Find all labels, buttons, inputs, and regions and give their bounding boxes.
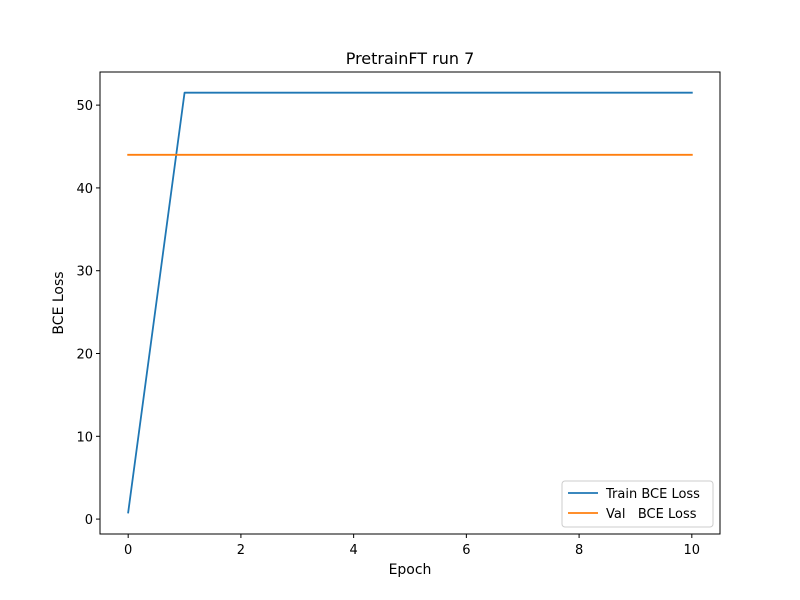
plot-area: 0 2 4 6 8 10 0 10 20 30 40 50 Train BCE Loss Val BCE … — [76, 71, 721, 558]
legend-label-1: Train BCE Loss — [605, 487, 700, 502]
y-tick-label: 30 — [76, 265, 93, 280]
y-tick-label: 10 — [76, 430, 93, 445]
legend-box — [561, 480, 714, 528]
y-axis-label: BCE Loss — [51, 271, 67, 334]
legend-label-2: Val BCE Loss — [606, 507, 697, 522]
x-axis-label: Epoch — [389, 562, 432, 578]
x-tick-label: 0 — [124, 543, 132, 558]
x-tick-label: 2 — [237, 543, 245, 558]
y-tick-label: 0 — [85, 513, 93, 528]
series-line-1 — [127, 91, 693, 514]
x-tick-label: 8 — [575, 543, 583, 558]
x-tick-label: 10 — [684, 543, 701, 558]
y-tick-label: 20 — [76, 348, 93, 363]
x-tick-label: 4 — [349, 543, 357, 558]
y-tick-label: 40 — [76, 182, 93, 197]
axes-frame — [99, 71, 721, 535]
x-tick-label: 6 — [462, 543, 470, 558]
chart-title: PretrainFT run 7 — [346, 49, 475, 68]
y-tick-label: 50 — [76, 99, 93, 114]
